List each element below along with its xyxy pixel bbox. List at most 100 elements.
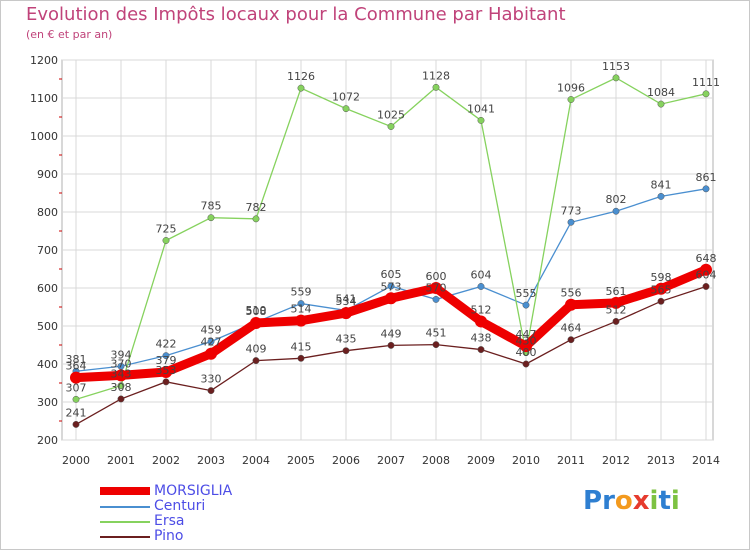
data-label-morsiglia: 364 — [66, 360, 87, 373]
x-tick-label: 2003 — [197, 454, 225, 467]
legend-label-ersa: Ersa — [154, 513, 185, 529]
data-label-ersa: 343 — [111, 368, 132, 381]
data-label-pino: 330 — [201, 373, 222, 386]
data-point-morsiglia — [475, 315, 487, 328]
y-tick-label: 200 — [37, 434, 58, 447]
data-point-morsiglia — [610, 296, 622, 309]
data-label-centuri: 422 — [156, 338, 177, 351]
data-point-morsiglia — [295, 314, 307, 327]
data-label-centuri: 861 — [696, 171, 717, 184]
data-point-centuri — [612, 207, 620, 215]
data-point-ersa — [657, 100, 665, 108]
data-label-morsiglia: 556 — [561, 287, 582, 300]
data-label-pino: 438 — [471, 332, 492, 345]
data-label-centuri: 381 — [66, 353, 87, 366]
data-label-centuri: 604 — [471, 268, 492, 281]
data-point-pino — [72, 420, 80, 428]
data-point-pino — [432, 341, 440, 349]
data-label-centuri: 773 — [561, 204, 582, 217]
legend-item-centuri: Centuri — [100, 498, 320, 514]
data-point-pino — [612, 317, 620, 325]
data-point-ersa — [387, 123, 395, 130]
x-tick-label: 2012 — [602, 454, 630, 467]
data-label-ersa: 1084 — [647, 86, 675, 99]
legend-swatch-morsiglia — [100, 487, 150, 495]
data-point-pino — [297, 354, 305, 362]
data-point-centuri — [387, 282, 395, 290]
data-point-morsiglia — [655, 282, 667, 295]
data-label-ersa: 725 — [156, 223, 177, 236]
data-point-ersa — [117, 382, 125, 390]
data-label-morsiglia: 648 — [696, 252, 717, 265]
data-point-ersa — [567, 96, 575, 103]
data-label-ersa: 1111 — [692, 76, 720, 89]
data-point-morsiglia — [115, 369, 127, 382]
y-tick-label: 400 — [37, 358, 58, 371]
y-tick-label: 800 — [37, 206, 58, 219]
y-tick-label: 1000 — [30, 130, 58, 143]
data-label-ersa: 430 — [516, 335, 537, 348]
data-label-pino: 451 — [426, 327, 447, 340]
legend-swatch-ersa — [100, 521, 150, 523]
data-label-morsiglia: 379 — [156, 354, 177, 367]
data-point-morsiglia — [565, 298, 577, 311]
logo-letter: t — [658, 486, 671, 516]
x-tick-label: 2011 — [557, 454, 585, 467]
data-label-morsiglia: 508 — [246, 305, 267, 318]
data-point-morsiglia — [385, 292, 397, 305]
data-point-pino — [657, 297, 665, 305]
data-point-centuri — [162, 352, 170, 360]
data-point-pino — [567, 336, 575, 344]
data-point-ersa — [432, 83, 440, 91]
y-tick-label: 300 — [37, 396, 58, 409]
data-label-ersa: 1153 — [602, 60, 630, 73]
legend-label-morsiglia: MORSIGLIA — [154, 483, 233, 499]
data-label-ersa: 1025 — [377, 109, 405, 122]
data-label-ersa: 1096 — [557, 82, 585, 95]
data-label-centuri: 555 — [516, 287, 537, 300]
data-label-ersa: 1126 — [287, 70, 315, 83]
data-label-morsiglia: 447 — [516, 328, 537, 341]
data-label-pino: 415 — [291, 340, 312, 353]
x-tick-label: 2014 — [692, 454, 720, 467]
data-point-pino — [117, 395, 125, 403]
data-label-pino: 512 — [606, 303, 627, 316]
data-point-ersa — [702, 90, 710, 98]
data-label-centuri: 570 — [426, 281, 447, 294]
legend-label-pino: Pino — [154, 528, 184, 544]
data-point-morsiglia — [430, 282, 442, 294]
data-label-morsiglia: 370 — [111, 357, 132, 370]
logo-letter: o — [614, 486, 633, 516]
data-point-morsiglia — [205, 347, 217, 360]
x-tick-label: 2005 — [287, 454, 315, 467]
data-point-morsiglia — [160, 365, 172, 378]
y-tick-label: 1200 — [30, 54, 58, 67]
data-label-centuri: 459 — [201, 324, 222, 337]
data-label-morsiglia: 427 — [201, 336, 222, 349]
data-label-ersa: 307 — [66, 381, 87, 394]
x-tick-label: 2008 — [422, 454, 450, 467]
x-tick-label: 2000 — [62, 454, 90, 467]
data-label-pino: 409 — [246, 343, 267, 356]
data-label-morsiglia: 534 — [336, 295, 357, 308]
data-label-morsiglia: 512 — [471, 303, 492, 316]
chart-legend: MORSIGLIA Centuri Ersa Pino — [100, 483, 320, 544]
y-tick-label: 1100 — [30, 92, 58, 105]
data-label-centuri: 541 — [336, 292, 357, 305]
chart-subtitle: (en € et par an) — [26, 28, 113, 41]
data-point-centuri — [207, 338, 215, 346]
x-tick-label: 2010 — [512, 454, 540, 467]
data-point-morsiglia — [700, 263, 712, 276]
data-label-ersa: 1072 — [332, 91, 360, 104]
data-point-pino — [522, 360, 530, 368]
y-tick-label: 700 — [37, 244, 58, 257]
data-point-pino — [387, 341, 395, 349]
legend-item-pino: Pino — [100, 528, 320, 544]
x-tick-label: 2002 — [152, 454, 180, 467]
data-label-centuri: 394 — [111, 348, 132, 361]
x-tick-label: 2006 — [332, 454, 360, 467]
data-point-centuri — [567, 218, 575, 226]
logo-letter: r — [602, 486, 615, 516]
logo-letter: P — [583, 486, 603, 516]
